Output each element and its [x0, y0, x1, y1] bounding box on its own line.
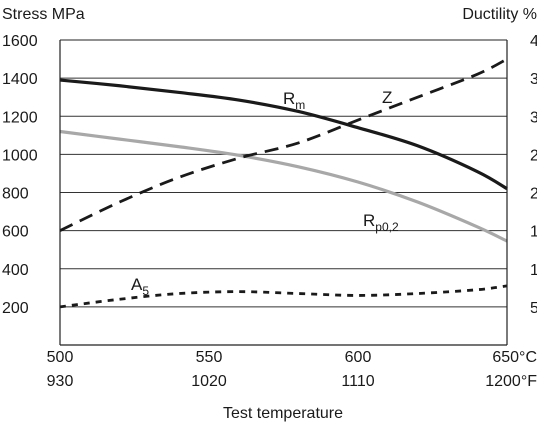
x-tick-label: 600: [345, 349, 372, 366]
plot-frame: [59, 39, 508, 346]
series-line-a5: [59, 284, 508, 309]
series-line-rm: [59, 78, 508, 191]
y-right-tick-label: 40: [530, 33, 537, 50]
y-right-tick-label: 10: [530, 262, 537, 279]
y-right-tick-label: 35: [530, 71, 537, 88]
x-tick-label-fahrenheit: 1200°F: [485, 373, 537, 390]
x-tick-label-fahrenheit: 1020: [191, 373, 227, 390]
y-left-tick-label: 600: [2, 224, 29, 241]
series-label-z: Z: [382, 88, 392, 107]
x-axis-title: Test temperature: [223, 405, 343, 422]
y-left-tick-label: 1200: [2, 109, 38, 126]
series-lines: [59, 57, 508, 309]
series-line-z: [59, 57, 508, 232]
y-axis-left-title: Stress MPa: [2, 6, 85, 23]
x-tick-label-fahrenheit: 930: [47, 373, 74, 390]
series-label-a5: A5: [131, 275, 149, 298]
gridlines: [60, 39, 507, 308]
y-left-tick-label: 800: [2, 186, 29, 203]
y-left-tick-label: 1400: [2, 71, 38, 88]
x-tick-label-fahrenheit: 1110: [341, 373, 374, 390]
x-tick-label: 500: [47, 349, 74, 366]
series-labels: Rm Rp0,2 Z A5: [131, 88, 399, 298]
y-left-tick-label: 1600: [2, 33, 38, 50]
series-label-rm: Rm: [283, 89, 305, 112]
y-axis-right-title: Ductility %: [462, 6, 537, 23]
y-right-tick-label: 5: [530, 300, 537, 317]
y-left-tick-label: 1000: [2, 147, 38, 164]
y-left-tick-label: 400: [2, 262, 29, 279]
y-right-tick-label: 15: [530, 224, 537, 241]
x-tick-label: 550: [196, 349, 223, 366]
series-label-rp0-2: Rp0,2: [363, 211, 399, 234]
x-tick-label: 650°C: [492, 349, 537, 366]
y-right-tick-label: 20: [530, 186, 537, 203]
y-right-tick-label: 25: [530, 147, 537, 164]
tick-labels: 200 400 600 800 1000 1200 1400 1600 5 10 15 20 25 30 3…: [2, 33, 537, 390]
y-right-tick-label: 30: [530, 109, 537, 126]
y-left-tick-label: 200: [2, 300, 29, 317]
series-line-rp0-2: [59, 129, 508, 243]
